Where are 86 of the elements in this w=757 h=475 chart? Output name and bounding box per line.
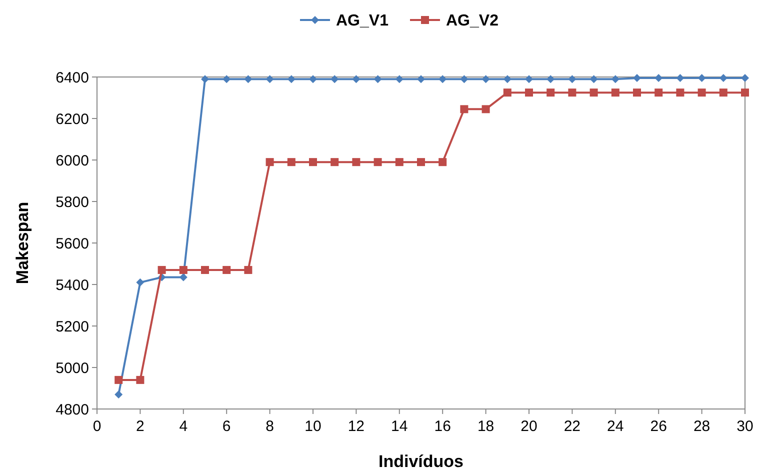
point [330, 75, 339, 84]
point [201, 75, 209, 84]
point [158, 266, 166, 274]
point [741, 88, 749, 97]
point [525, 75, 533, 84]
point [244, 75, 252, 84]
y-tick-label: 5800 [56, 194, 89, 211]
x-tick-label: 26 [650, 418, 667, 435]
point [395, 75, 404, 84]
point [719, 88, 728, 97]
x-tick-label: 8 [266, 418, 274, 435]
point [698, 88, 706, 97]
point [460, 105, 468, 114]
point [590, 75, 598, 84]
point [395, 158, 404, 166]
y-axis-title: Makespan [13, 202, 32, 284]
point [438, 75, 447, 84]
point [309, 158, 317, 166]
point [266, 158, 274, 166]
point [330, 158, 339, 166]
y-tick-label: 5400 [56, 276, 89, 294]
point [611, 75, 620, 84]
x-tick-label: 30 [736, 418, 754, 435]
x-tick-label: 10 [304, 418, 322, 435]
point [417, 158, 425, 166]
y-tick-label: 5200 [56, 318, 89, 336]
point [309, 75, 317, 84]
point [136, 278, 144, 286]
point [179, 273, 188, 282]
x-tick-label: 18 [477, 418, 494, 435]
x-tick-label: 22 [564, 418, 581, 435]
point [568, 75, 576, 84]
point [352, 158, 360, 166]
y-tick-label: 6000 [56, 152, 89, 170]
point [525, 88, 533, 97]
point [482, 75, 490, 84]
point [287, 158, 296, 166]
x-tick-label: 6 [222, 418, 231, 435]
x-tick-label: 4 [179, 418, 188, 435]
x-tick-label: 20 [520, 418, 538, 435]
point [222, 266, 231, 274]
y-tick-label: 5000 [56, 360, 89, 377]
point [590, 88, 598, 97]
point [633, 88, 641, 97]
y-tick-label: 4800 [56, 401, 89, 418]
y-tick-label: 6400 [56, 69, 89, 86]
point [546, 75, 555, 84]
point [546, 88, 555, 97]
point [266, 75, 274, 84]
point [244, 266, 252, 274]
point [698, 74, 706, 82]
point [374, 158, 382, 166]
point [374, 75, 382, 84]
point [611, 88, 620, 97]
point [503, 88, 512, 97]
point [568, 88, 576, 97]
point [438, 158, 447, 166]
point [417, 75, 425, 84]
point [114, 376, 123, 384]
x-tick-label: 28 [693, 418, 710, 435]
point [676, 74, 684, 82]
point [741, 74, 749, 82]
x-tick-label: 24 [607, 418, 624, 435]
x-tick-label: 12 [348, 418, 365, 435]
x-tick-label: 2 [136, 418, 144, 435]
x-tick-label: 16 [434, 418, 451, 435]
point [201, 266, 209, 274]
point [179, 266, 188, 274]
x-axis-title: Indivíduos [378, 452, 464, 471]
y-tick-label: 6200 [56, 110, 89, 128]
point [633, 74, 641, 82]
point [654, 88, 663, 97]
legend-label: AG_V1 [336, 12, 389, 30]
point [114, 390, 123, 398]
point [222, 75, 231, 84]
x-tick-label: 0 [92, 418, 102, 435]
x-tick-label: 14 [391, 418, 408, 435]
y-tick-label: 5600 [56, 235, 89, 252]
point [287, 75, 296, 84]
point [136, 376, 144, 384]
point [460, 75, 468, 84]
point [503, 75, 512, 84]
point [482, 105, 490, 114]
point [676, 88, 684, 97]
point [352, 75, 360, 84]
legend-label: AG_V2 [446, 12, 499, 30]
